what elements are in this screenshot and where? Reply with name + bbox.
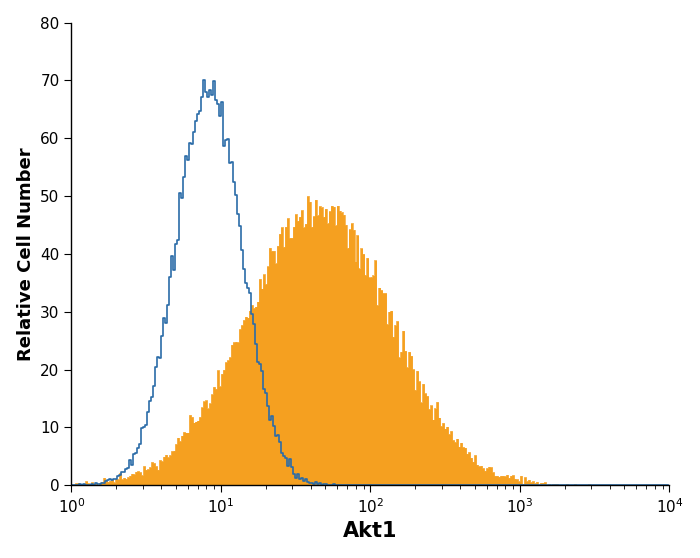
X-axis label: Akt1: Akt1 [343,521,398,541]
Y-axis label: Relative Cell Number: Relative Cell Number [17,147,35,361]
